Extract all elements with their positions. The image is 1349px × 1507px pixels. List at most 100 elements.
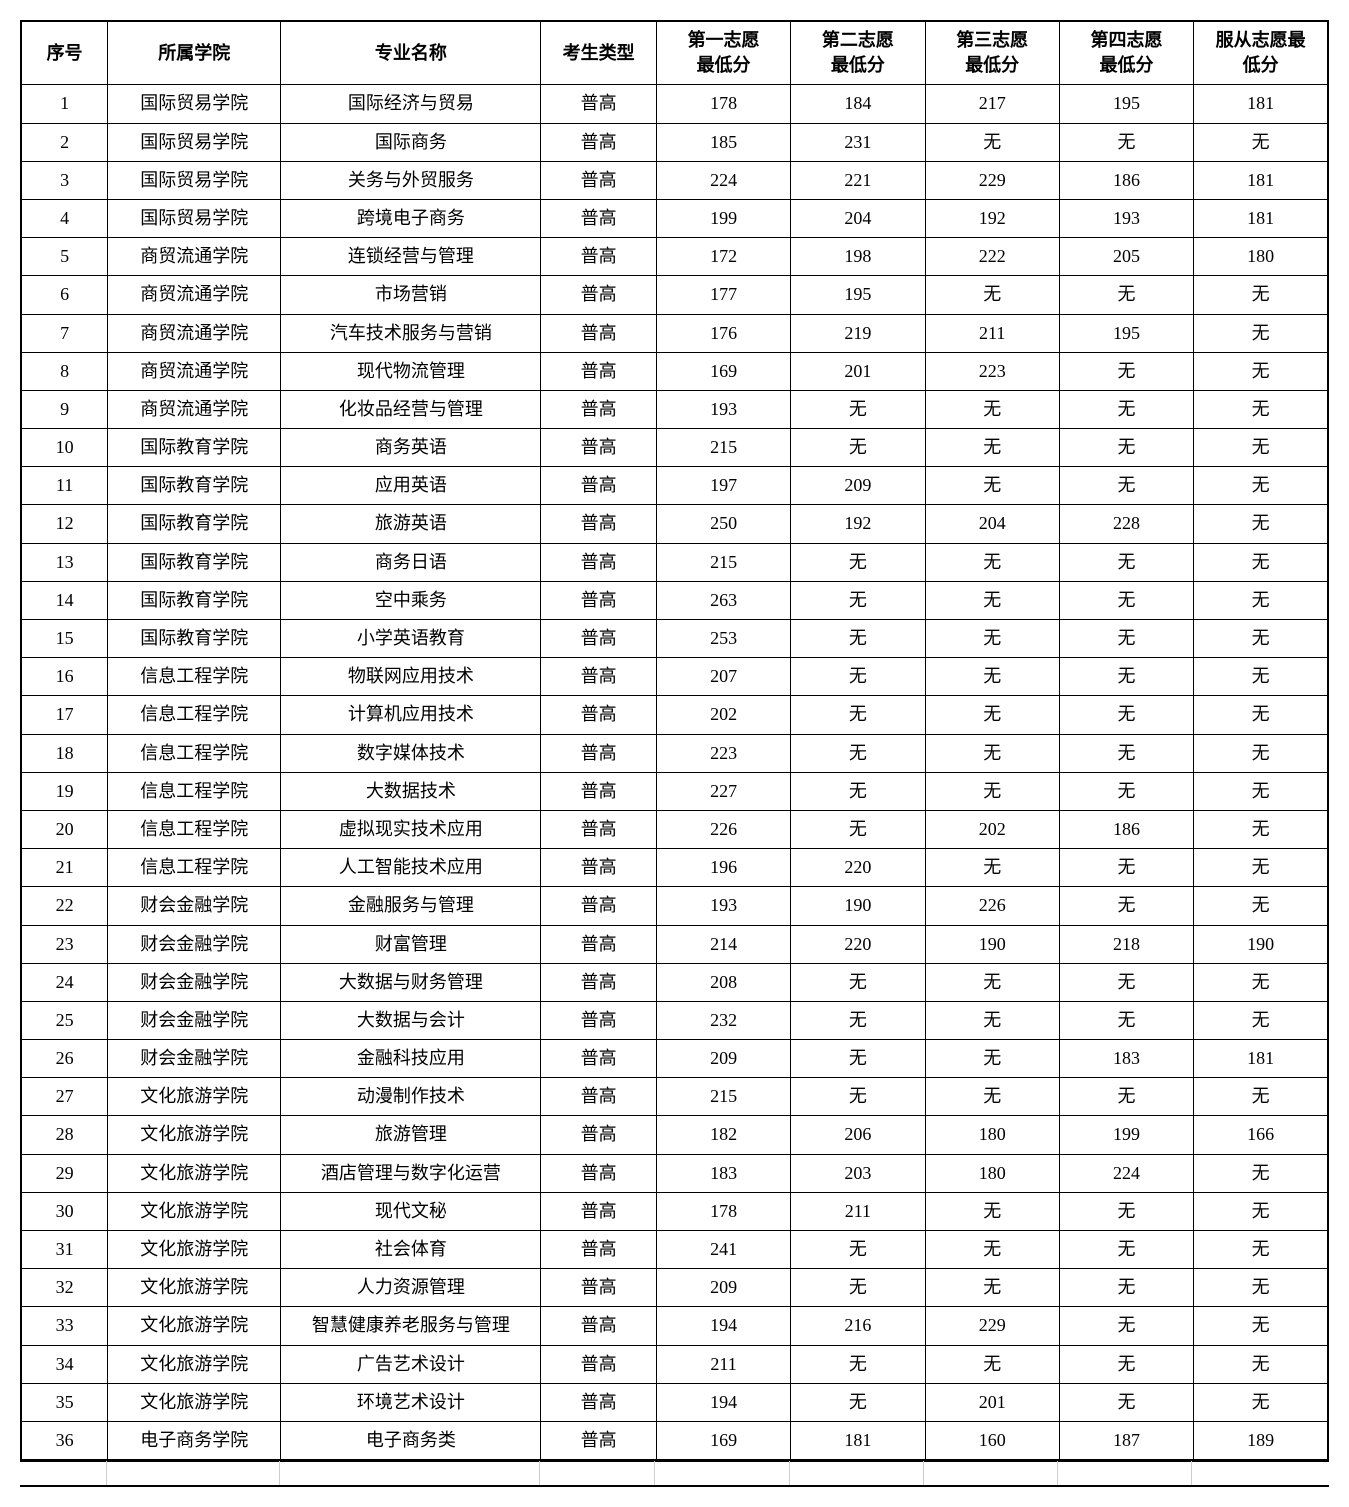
table-cell: 普高 xyxy=(541,1116,657,1154)
table-cell: 215 xyxy=(656,1078,790,1116)
table-body: 1国际贸易学院国际经济与贸易普高1781842171951812国际贸易学院国际… xyxy=(21,85,1328,1460)
table-cell: 金融科技应用 xyxy=(281,1040,541,1078)
col-header-choice4: 第四志愿最低分 xyxy=(1059,21,1193,85)
table-cell: 192 xyxy=(791,505,925,543)
table-cell: 汽车技术服务与营销 xyxy=(281,314,541,352)
table-cell: 23 xyxy=(21,925,108,963)
table-cell: 国际教育学院 xyxy=(108,505,281,543)
table-row: 2国际贸易学院国际商务普高185231无无无 xyxy=(21,123,1328,161)
table-cell: 智慧健康养老服务与管理 xyxy=(281,1307,541,1345)
table-cell: 普高 xyxy=(541,199,657,237)
table-cell: 227 xyxy=(656,772,790,810)
table-cell: 223 xyxy=(925,352,1059,390)
table-row: 27文化旅游学院动漫制作技术普高215无无无无 xyxy=(21,1078,1328,1116)
table-cell: 216 xyxy=(791,1307,925,1345)
table-cell: 180 xyxy=(925,1116,1059,1154)
table-cell: 无 xyxy=(1194,1383,1328,1421)
table-cell: 普高 xyxy=(541,963,657,1001)
table-cell: 182 xyxy=(656,1116,790,1154)
table-cell: 国际贸易学院 xyxy=(108,123,281,161)
table-cell: 环境艺术设计 xyxy=(281,1383,541,1421)
table-cell: 224 xyxy=(656,161,790,199)
table-row: 21信息工程学院人工智能技术应用普高196220无无无 xyxy=(21,849,1328,887)
col-header-choice1: 第一志愿最低分 xyxy=(656,21,790,85)
table-cell: 263 xyxy=(656,581,790,619)
table-cell: 无 xyxy=(791,1040,925,1078)
table-cell: 无 xyxy=(1059,1269,1193,1307)
table-cell: 国际教育学院 xyxy=(108,543,281,581)
table-cell: 181 xyxy=(1194,85,1328,123)
table-cell: 无 xyxy=(791,810,925,848)
table-cell: 无 xyxy=(791,429,925,467)
table-cell: 29 xyxy=(21,1154,108,1192)
table-cell: 普高 xyxy=(541,696,657,734)
table-cell: 无 xyxy=(925,581,1059,619)
table-cell: 信息工程学院 xyxy=(108,772,281,810)
table-cell: 194 xyxy=(656,1383,790,1421)
table-cell: 普高 xyxy=(541,772,657,810)
table-cell: 无 xyxy=(925,734,1059,772)
table-cell: 186 xyxy=(1059,810,1193,848)
table-cell: 无 xyxy=(925,772,1059,810)
table-cell: 普高 xyxy=(541,1345,657,1383)
table-cell: 无 xyxy=(1059,390,1193,428)
table-cell: 动漫制作技术 xyxy=(281,1078,541,1116)
table-cell: 199 xyxy=(1059,1116,1193,1154)
table-row: 24财会金融学院大数据与财务管理普高208无无无无 xyxy=(21,963,1328,1001)
table-cell: 普高 xyxy=(541,1421,657,1460)
table-cell: 231 xyxy=(791,123,925,161)
table-cell: 7 xyxy=(21,314,108,352)
table-row: 20信息工程学院虚拟现实技术应用普高226无202186无 xyxy=(21,810,1328,848)
admission-scores-table: 序号 所属学院 专业名称 考生类型 第一志愿最低分 第二志愿最低分 第三志愿最低… xyxy=(20,20,1329,1461)
table-row: 3国际贸易学院关务与外贸服务普高224221229186181 xyxy=(21,161,1328,199)
table-cell: 虚拟现实技术应用 xyxy=(281,810,541,848)
table-cell: 209 xyxy=(656,1269,790,1307)
table-cell: 无 xyxy=(925,1269,1059,1307)
table-cell: 广告艺术设计 xyxy=(281,1345,541,1383)
table-cell: 15 xyxy=(21,620,108,658)
table-cell: 无 xyxy=(925,1078,1059,1116)
table-cell: 无 xyxy=(925,1040,1059,1078)
table-cell: 无 xyxy=(1059,772,1193,810)
table-cell: 文化旅游学院 xyxy=(108,1116,281,1154)
table-cell: 253 xyxy=(656,620,790,658)
table-cell: 180 xyxy=(1194,238,1328,276)
table-cell: 无 xyxy=(1059,849,1193,887)
table-cell: 电子商务类 xyxy=(281,1421,541,1460)
table-cell: 183 xyxy=(1059,1040,1193,1078)
table-cell: 无 xyxy=(1194,314,1328,352)
table-cell: 12 xyxy=(21,505,108,543)
table-cell: 大数据技术 xyxy=(281,772,541,810)
table-cell: 无 xyxy=(1059,1078,1193,1116)
table-cell: 26 xyxy=(21,1040,108,1078)
table-row: 8商贸流通学院现代物流管理普高169201223无无 xyxy=(21,352,1328,390)
table-cell: 商务日语 xyxy=(281,543,541,581)
table-cell: 信息工程学院 xyxy=(108,696,281,734)
table-cell: 无 xyxy=(1059,620,1193,658)
table-cell: 无 xyxy=(925,390,1059,428)
table-header: 序号 所属学院 专业名称 考生类型 第一志愿最低分 第二志愿最低分 第三志愿最低… xyxy=(21,21,1328,85)
table-row: 13国际教育学院商务日语普高215无无无无 xyxy=(21,543,1328,581)
table-cell: 商贸流通学院 xyxy=(108,276,281,314)
table-cell: 无 xyxy=(1059,467,1193,505)
table-cell: 无 xyxy=(791,1078,925,1116)
table-cell: 5 xyxy=(21,238,108,276)
table-row: 36电子商务学院电子商务类普高169181160187189 xyxy=(21,1421,1328,1460)
table-cell: 无 xyxy=(1194,696,1328,734)
table-row: 5商贸流通学院连锁经营与管理普高172198222205180 xyxy=(21,238,1328,276)
table-row: 14国际教育学院空中乘务普高263无无无无 xyxy=(21,581,1328,619)
table-cell: 201 xyxy=(791,352,925,390)
table-cell: 181 xyxy=(1194,199,1328,237)
table-cell: 无 xyxy=(791,772,925,810)
table-cell: 普高 xyxy=(541,887,657,925)
table-cell: 无 xyxy=(1194,1345,1328,1383)
table-cell: 财会金融学院 xyxy=(108,887,281,925)
table-cell: 市场营销 xyxy=(281,276,541,314)
table-cell: 32 xyxy=(21,1269,108,1307)
table-row: 6商贸流通学院市场营销普高177195无无无 xyxy=(21,276,1328,314)
table-cell: 202 xyxy=(656,696,790,734)
table-cell: 215 xyxy=(656,543,790,581)
table-row: 32文化旅游学院人力资源管理普高209无无无无 xyxy=(21,1269,1328,1307)
table-cell: 无 xyxy=(1059,887,1193,925)
table-cell: 无 xyxy=(925,658,1059,696)
